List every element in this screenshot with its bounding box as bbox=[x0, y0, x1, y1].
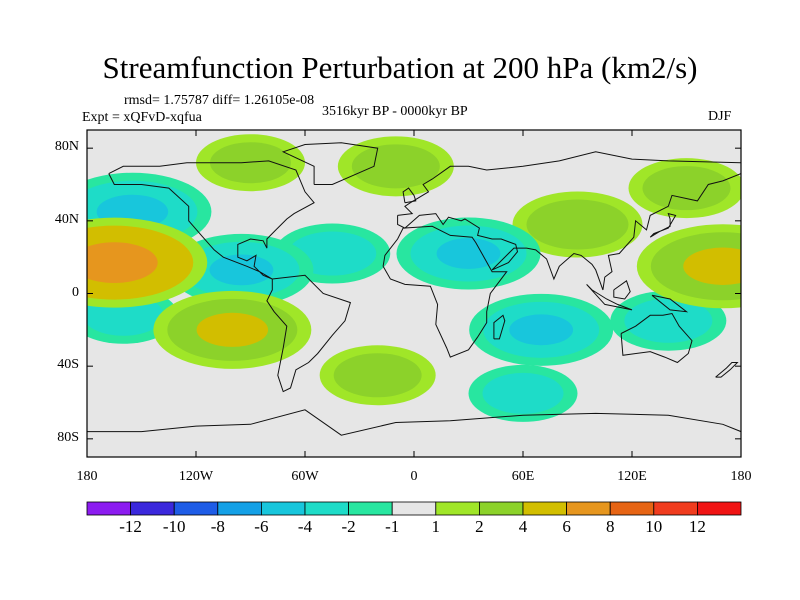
colorbar-swatch bbox=[609, 501, 655, 516]
lon-tick-label: 120W bbox=[178, 469, 214, 484]
anomaly-region bbox=[624, 298, 713, 343]
colorbar-label: -1 bbox=[385, 517, 400, 536]
colorbar-label: 2 bbox=[475, 517, 484, 536]
coastline bbox=[382, 225, 508, 358]
colorbar-swatch bbox=[173, 501, 219, 516]
colorbar-swatch bbox=[478, 501, 524, 516]
anomaly-core bbox=[436, 238, 501, 269]
season-label: DJF bbox=[708, 109, 732, 124]
coastline bbox=[715, 362, 739, 378]
anomaly-core bbox=[509, 314, 574, 346]
colorbar-label: -10 bbox=[162, 517, 186, 536]
coastline bbox=[397, 151, 741, 291]
colorbar-swatch bbox=[304, 501, 349, 516]
colorbar-swatch bbox=[86, 501, 131, 516]
colorbar-swatch bbox=[391, 501, 437, 516]
anomaly-core bbox=[196, 312, 269, 347]
lat-tick-label: 0 bbox=[72, 284, 79, 300]
colorbar-swatch bbox=[217, 501, 262, 516]
anomaly-region bbox=[333, 353, 422, 398]
colorbar-label: 8 bbox=[605, 517, 615, 536]
lon-tick-label: 180 bbox=[730, 469, 752, 484]
lat-tick-label: 80N bbox=[54, 139, 79, 155]
coastline bbox=[613, 280, 631, 300]
period-label: 3516kyr BP - 0000kyr BP bbox=[322, 104, 468, 119]
coastline bbox=[493, 314, 506, 340]
anomaly-region bbox=[642, 166, 731, 211]
experiment-label: Expt = xQFvD-xqfua bbox=[82, 110, 202, 125]
colorbar-swatch bbox=[566, 501, 611, 516]
colorbar-label: -6 bbox=[254, 517, 269, 536]
lon-tick-label: 60W bbox=[291, 469, 319, 484]
lat-tick-label: 80S bbox=[57, 429, 79, 445]
lon-tick-label: 180 bbox=[76, 469, 98, 484]
coastline bbox=[586, 284, 633, 311]
colorbar-swatch bbox=[522, 501, 567, 516]
anomaly-region bbox=[482, 372, 564, 414]
lon-tick-label: 120E bbox=[617, 469, 647, 484]
colorbar-swatch bbox=[130, 501, 175, 516]
coastline bbox=[649, 212, 677, 238]
colorbar-label: -8 bbox=[210, 517, 225, 536]
coastline bbox=[651, 294, 689, 313]
anomaly-region bbox=[526, 199, 629, 250]
colorbar-label: 1 bbox=[431, 517, 441, 536]
colorbar-label: 12 bbox=[688, 517, 706, 536]
colorbar-swatch bbox=[260, 501, 306, 516]
anomaly-core bbox=[209, 254, 274, 286]
stats-label: rmsd= 1.75787 diff= 1.26105e-08 bbox=[124, 93, 315, 108]
colorbar-swatch bbox=[348, 501, 393, 516]
anomaly-core bbox=[683, 247, 741, 285]
colorbar-label: -2 bbox=[341, 517, 356, 536]
anomaly-core bbox=[87, 242, 158, 283]
colorbar-swatch bbox=[435, 501, 480, 516]
colorbar-swatch bbox=[697, 501, 742, 516]
colorbar-label: -4 bbox=[297, 517, 313, 536]
coastline bbox=[87, 409, 741, 436]
coastline bbox=[402, 187, 417, 204]
coastline bbox=[620, 312, 693, 364]
lat-tick-label: 40N bbox=[54, 211, 79, 227]
chart-title: Streamfunction Perturbation at 200 hPa (… bbox=[102, 50, 698, 85]
colorbar-label: -12 bbox=[119, 517, 142, 536]
anomaly-region bbox=[351, 144, 440, 189]
anomaly-region bbox=[210, 142, 291, 184]
coastline bbox=[281, 142, 379, 185]
lat-tick-label: 40S bbox=[57, 357, 79, 373]
lon-tick-label: 0 bbox=[410, 469, 418, 484]
coastline bbox=[108, 160, 315, 280]
colorbar-label: 6 bbox=[562, 517, 571, 536]
coastline bbox=[266, 274, 352, 393]
colorbar-label: 4 bbox=[518, 517, 528, 536]
colorbar-label: 10 bbox=[645, 517, 663, 536]
lon-tick-label: 60E bbox=[511, 469, 535, 484]
colorbar-swatch bbox=[653, 501, 698, 516]
